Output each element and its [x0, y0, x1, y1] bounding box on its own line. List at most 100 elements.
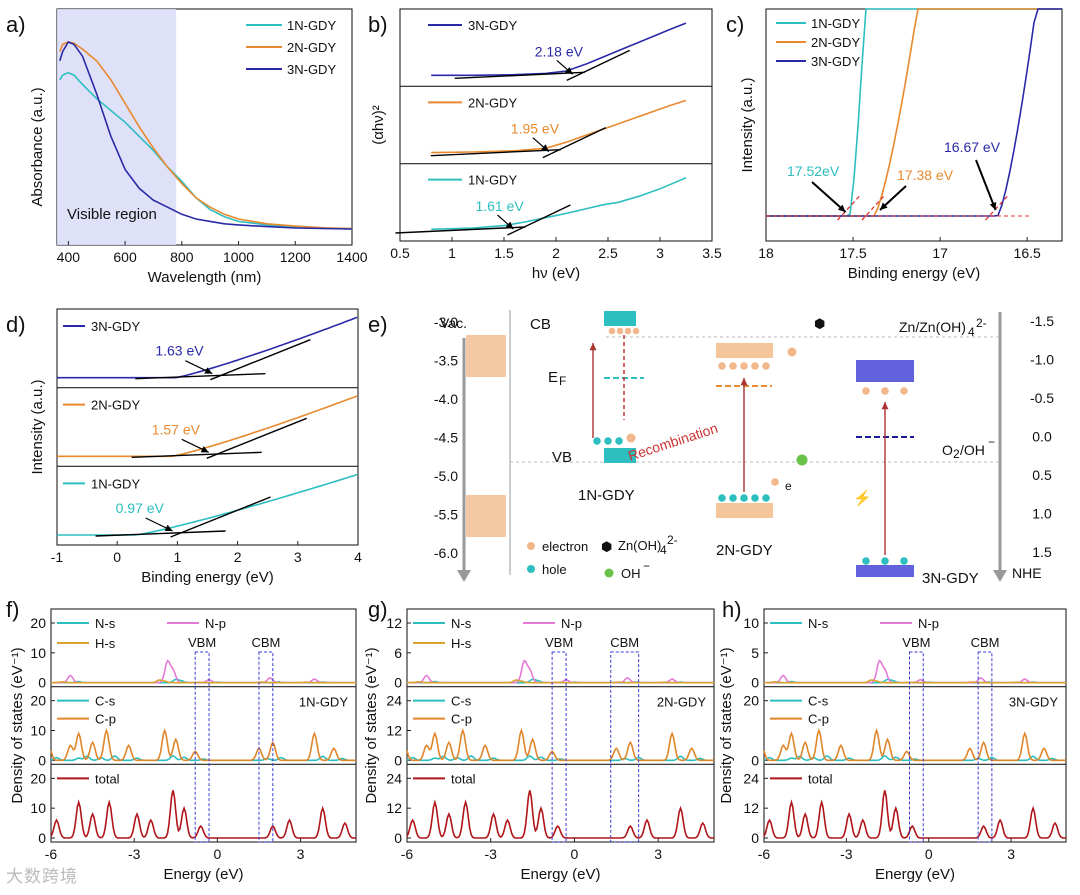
- y-tick-label: 12: [386, 723, 402, 739]
- hydroxide-icon: [796, 454, 808, 466]
- y-axis-title-b: (αhν)²: [370, 105, 387, 145]
- left-axis-label: Vac.: [440, 315, 467, 331]
- axis-2N-GDY-tick-label: -6: [401, 846, 414, 862]
- zinc-vb-block: [466, 495, 506, 537]
- legend-zincate-icon: ⬢: [601, 539, 612, 554]
- y-tick-label: 6: [394, 645, 402, 661]
- axis-b-tick-label: 3: [656, 245, 664, 261]
- cbm-box: [610, 651, 640, 843]
- tangent-fit: [542, 127, 607, 159]
- y-tick-label: 24: [386, 693, 402, 709]
- tangent-fit: [170, 496, 271, 538]
- label-ef: E: [548, 369, 558, 386]
- y-tick-label: 0: [751, 675, 759, 691]
- cutoff-arrow-3-head: [989, 202, 997, 210]
- legend-zinc: Zn(OH): [618, 538, 661, 553]
- legend-label-3N-GDY: 3N-GDY: [91, 319, 140, 334]
- legend-label-2N-GDY: 2N-GDY: [811, 35, 860, 50]
- cbm-label: CBM: [971, 635, 1000, 650]
- 3n-cb-band: [856, 360, 914, 382]
- y-tick-label: 10: [30, 723, 46, 739]
- label-cb: CB: [530, 316, 551, 333]
- axis-d-tick-label: 4: [354, 549, 362, 565]
- fit-line: [861, 195, 885, 221]
- label-zn-sup: 2-: [976, 316, 987, 330]
- axis-b-tick-label: 3.5: [702, 245, 722, 261]
- legend-hole-dot: [527, 565, 535, 573]
- dos-line-top-N-p: [407, 659, 714, 684]
- dos-line-mid-C-p: [50, 727, 356, 762]
- label-zn-redox: Zn/Zn(OH): [899, 319, 966, 335]
- legend-label-1N-GDY: 1N-GDY: [287, 18, 336, 33]
- electron: [751, 362, 759, 370]
- y-tick-label: 0: [751, 830, 759, 846]
- legend-electron: electron: [542, 539, 588, 554]
- dos-legend-label-C-s: C-s: [451, 694, 472, 709]
- dos-legend-label-C-p: C-p: [808, 712, 829, 727]
- vbm-box: [551, 651, 567, 843]
- dos-material-label: 1N-GDY: [299, 695, 348, 710]
- panel-label-a: a): [6, 12, 26, 37]
- dos-material-label: 3N-GDY: [1009, 695, 1058, 710]
- hole: [604, 437, 612, 445]
- dos-line-bot-total: [406, 790, 714, 839]
- y-tick-label: 10: [743, 615, 759, 631]
- axis-b-tick-label: 2: [552, 245, 560, 261]
- label-o2-sup: −: [988, 435, 995, 449]
- watermark: 大数跨境: [6, 867, 78, 887]
- 1n-vb-band: [604, 448, 636, 463]
- y-tick-label: 12: [386, 800, 402, 816]
- x-axis-title-dos: Energy (eV): [875, 866, 955, 883]
- axis-c-tick-label: 17.5: [839, 245, 866, 261]
- hole: [615, 437, 623, 445]
- cutoff-arrow-1: [811, 181, 847, 213]
- dos-legend-label-N-p: N-p: [561, 616, 582, 631]
- axis-c-tick-label: 16.5: [1014, 245, 1041, 261]
- electron: [729, 362, 737, 370]
- hole: [718, 494, 726, 502]
- axis-a-tick-label: 1000: [223, 249, 254, 265]
- 1n-cb-band: [604, 311, 636, 326]
- legend-zinc-sup: 2-: [667, 533, 678, 547]
- y-axis-title-dos: Density of states (eV⁻¹): [9, 647, 26, 803]
- gap-arrow-head: [505, 221, 514, 229]
- axis-3N-GDY-tick-label: 3: [1007, 846, 1015, 862]
- axis-c-tick-label: 18: [758, 245, 774, 261]
- edge-arrow-head: [200, 446, 209, 453]
- y-tick-label: 20: [743, 693, 759, 709]
- dos-legend-label-total: total: [808, 771, 833, 786]
- label-o2-tail: /OH: [960, 442, 985, 458]
- left-axis-tick: -3.0: [434, 314, 458, 330]
- axis-2N-GDY-tick-label: 0: [571, 846, 579, 862]
- tangent-fit: [566, 49, 631, 81]
- electron: [718, 362, 726, 370]
- dos-line-bot-total: [50, 790, 356, 839]
- vbm-box: [909, 651, 924, 843]
- hole: [751, 494, 759, 502]
- y-axis-title-a: Absorbance (a.u.): [29, 87, 46, 206]
- x-axis-title-a: Wavelength (nm): [148, 269, 262, 286]
- legend-label-3N-GDY: 3N-GDY: [468, 18, 517, 33]
- dos-legend-label-N-s: N-s: [451, 616, 472, 631]
- y-tick-label: 5: [751, 645, 759, 661]
- zinc-cb-block: [466, 335, 506, 377]
- legend-label-2N-GDY: 2N-GDY: [91, 398, 140, 413]
- hole: [593, 437, 601, 445]
- y-tick-label: 20: [30, 770, 46, 786]
- label-ef-sub: F: [559, 374, 566, 388]
- legend-label-1N-GDY: 1N-GDY: [468, 173, 517, 188]
- legend-oh: OH: [621, 566, 641, 581]
- electron: [608, 327, 616, 335]
- visible-region-label: Visible region: [67, 206, 157, 223]
- baseline-fit: [135, 372, 266, 380]
- dos-line-top-N-p: [51, 659, 356, 684]
- axis-1N-GDY-tick-label: 3: [297, 846, 305, 862]
- axis-d-tick-label: 2: [234, 549, 242, 565]
- excitation-arrow-2n-head: [740, 378, 748, 386]
- axis-2N-GDY-tick-label: -3: [485, 846, 498, 862]
- x-axis-title-dos: Energy (eV): [520, 866, 600, 883]
- fit-line: [985, 195, 1009, 221]
- axis-a-tick-label: 400: [57, 249, 81, 265]
- series-line-2N-GDY: [431, 99, 687, 154]
- baseline-fit: [95, 530, 226, 537]
